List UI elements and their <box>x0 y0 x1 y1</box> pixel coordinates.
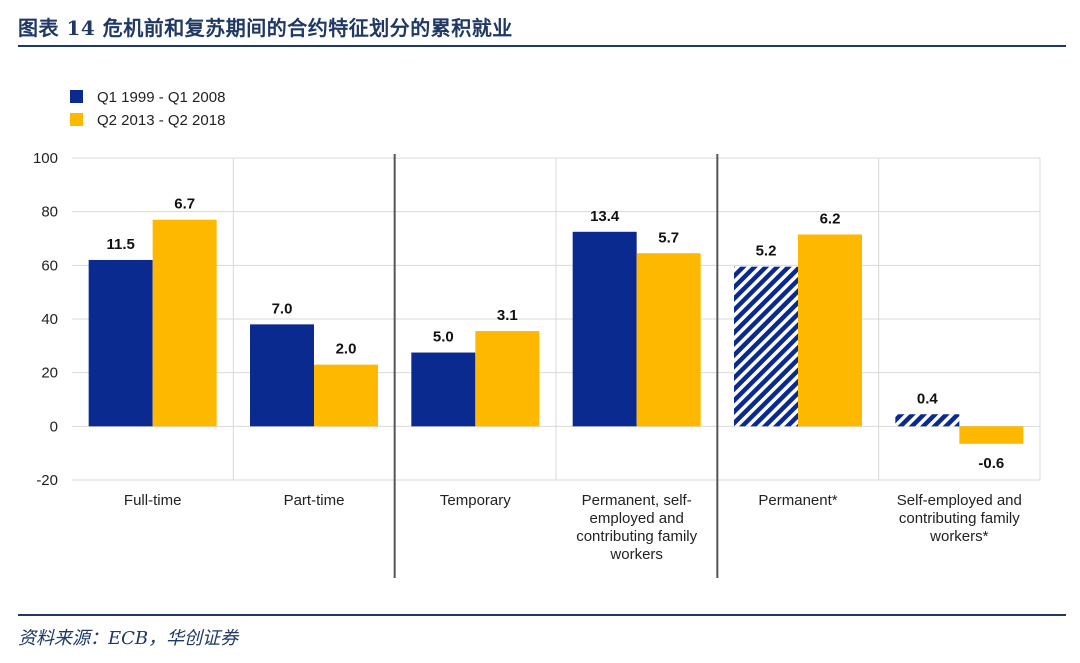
data-labels: 11.5 6.7 7.0 2.0 5.0 3.1 13.4 5.7 5.2 6.2 0.4 -0.6 <box>106 196 1004 472</box>
data-label: 2.0 <box>336 341 357 358</box>
x-category-line: Self-employed and <box>897 492 1022 509</box>
legend-label: Q2 2013 - Q2 2018 <box>97 112 225 129</box>
bar <box>959 426 1024 444</box>
title-rule <box>18 45 1066 47</box>
x-category-line: Full-time <box>124 492 182 509</box>
x-category-line: contributing family <box>576 528 697 545</box>
y-tick-label: 100 <box>33 150 58 167</box>
x-category-line: Part-time <box>284 492 345 509</box>
bar <box>895 414 960 427</box>
data-label: 5.7 <box>658 229 679 246</box>
bar <box>734 266 798 427</box>
x-category-label: Part-time <box>284 492 345 509</box>
x-category-label: Permanent, self-employed and contributing… <box>576 492 697 563</box>
bar <box>314 364 378 427</box>
y-tick-label: 0 <box>50 418 58 435</box>
chart-title: 图表 14 危机前和复苏期间的合约特征划分的累积就业 <box>18 16 513 40</box>
bars <box>88 219 1024 444</box>
x-category-line: employed and <box>590 510 684 527</box>
y-tick-label: -20 <box>36 472 58 489</box>
x-category-label: Permanent* <box>758 492 837 509</box>
x-axis: Full-time Part-time Temporary Permanent, se… <box>124 492 1022 563</box>
x-category-line: workers <box>609 546 663 563</box>
y-tick-label: 40 <box>41 311 58 328</box>
bar <box>636 253 701 427</box>
gridlines <box>72 154 1041 578</box>
x-category-line: Temporary <box>440 492 511 509</box>
x-category-label: Full-time <box>124 492 182 509</box>
x-category-line: workers* <box>929 528 989 545</box>
bar-chart: Q1 1999 - Q1 2008 Q2 2013 - Q2 2018 -20 0 2… <box>33 89 1041 578</box>
legend: Q1 1999 - Q1 2008 Q2 2013 - Q2 2018 <box>70 89 225 129</box>
data-label: 11.5 <box>106 236 134 253</box>
data-label: -0.6 <box>978 455 1004 472</box>
bar <box>475 331 540 427</box>
x-category-label: Temporary <box>440 492 511 509</box>
y-tick-label: 60 <box>41 257 58 274</box>
y-tick-label: 80 <box>41 204 58 221</box>
bar <box>798 234 862 427</box>
bar <box>152 219 217 427</box>
data-label: 6.2 <box>820 210 841 227</box>
data-label: 3.1 <box>497 307 518 324</box>
bar <box>88 259 153 427</box>
bar <box>411 352 476 427</box>
x-category-line: contributing family <box>899 510 1020 527</box>
bar <box>572 231 637 427</box>
legend-swatch <box>70 90 83 103</box>
y-axis: -20 0 20 40 60 80 100 <box>33 150 58 489</box>
legend-swatch <box>70 113 83 126</box>
x-category-line: Permanent, self- <box>582 492 692 509</box>
data-label: 7.0 <box>272 300 293 317</box>
x-category-label: Self-employed and contributing family work… <box>897 492 1022 545</box>
data-label: 0.4 <box>917 390 939 407</box>
data-label: 13.4 <box>590 208 620 225</box>
bar <box>250 324 314 427</box>
data-label: 5.2 <box>756 243 777 260</box>
legend-label: Q1 1999 - Q1 2008 <box>97 89 225 106</box>
source-note: 资料来源：ECB，华创证券 <box>18 628 239 649</box>
x-category-line: Permanent* <box>758 492 837 509</box>
y-tick-label: 20 <box>41 365 58 382</box>
data-label: 6.7 <box>174 196 195 213</box>
data-label: 5.0 <box>433 329 454 346</box>
source-rule <box>18 614 1066 616</box>
